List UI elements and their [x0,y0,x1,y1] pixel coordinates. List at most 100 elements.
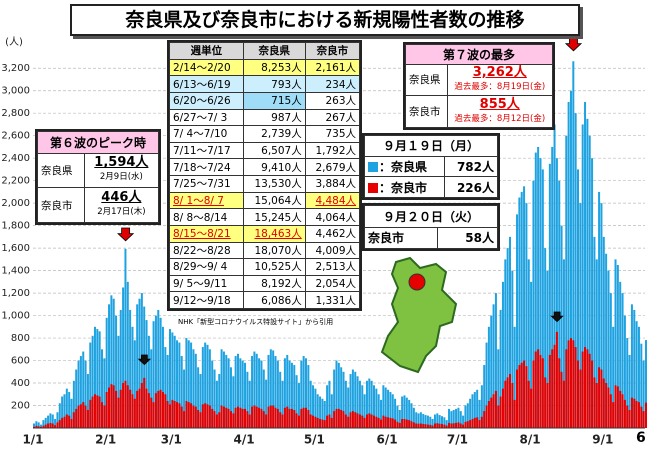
bar [206,344,209,428]
label: 奈良県 [405,63,448,97]
table-cell: 263人 [304,91,361,110]
bar [593,236,596,428]
bar [51,414,54,428]
bar [117,397,120,428]
bar [614,385,617,428]
bar [408,420,411,428]
bar [47,423,50,428]
bar [312,385,315,428]
bar [595,259,598,428]
bar [490,315,493,428]
bar [558,180,561,428]
bar [185,401,188,428]
bar [124,380,127,428]
bar [408,399,411,428]
bar [166,354,169,428]
bar [145,388,148,428]
bar [487,401,490,428]
bar [525,366,528,428]
bar [377,417,380,428]
bar [630,304,633,428]
bar [340,367,343,428]
bar [398,422,401,428]
bar [534,152,537,428]
bar [445,420,448,428]
bar [593,377,596,428]
bar [544,248,547,428]
bar [293,410,296,428]
bar [61,417,64,428]
table-cell: 4,462人 [304,224,361,243]
bar [274,356,277,428]
bar [333,411,336,428]
bar [220,405,223,428]
y-tick-label: 3,000 [1,86,30,97]
bar [79,404,82,428]
bar [438,423,441,428]
bar [222,351,225,428]
bar [530,388,533,428]
bar [616,264,619,428]
bar [227,358,230,428]
bar [569,338,572,428]
bar [131,326,134,428]
label: 奈良県 [37,152,85,189]
bar [178,342,181,428]
bar [197,367,200,428]
bar [77,405,80,428]
bar [450,411,453,428]
bar [239,358,242,428]
bar [218,374,221,428]
bar [637,402,640,428]
table-cell: 715人 [242,91,306,110]
bar [574,347,577,428]
bar [415,412,418,428]
bar [152,402,155,428]
bar [605,383,608,428]
bar [614,259,617,428]
bar [504,259,507,428]
bar [44,424,47,428]
bar [506,377,509,428]
bar [110,384,113,428]
bar [537,349,540,428]
bar [164,394,167,428]
bar [588,135,591,429]
bar [237,406,239,428]
bar [194,406,197,428]
bar [572,340,575,428]
bar [637,326,640,428]
y-tick-label: 2,600 [1,131,30,142]
bar [44,417,47,428]
x-tick-label: 6/1 [377,433,398,447]
bar [497,349,500,428]
table-cell: 15,245人 [242,208,306,226]
bar [173,401,176,428]
bar [225,407,228,428]
bar [295,375,298,428]
bar [108,387,111,428]
table-cell: 4,484人 [304,191,361,210]
bar [316,394,319,428]
bar [375,388,378,428]
bar [584,101,587,428]
bar [560,225,563,428]
bar [555,158,558,428]
bar [469,420,472,428]
bar [323,420,326,428]
bar [307,365,310,428]
map-shape [380,256,458,374]
bar [391,394,394,428]
bar [49,422,52,428]
bar [365,380,368,428]
bar [260,408,263,428]
bar [281,380,284,428]
bar [61,396,64,428]
bar [101,402,103,428]
bar [197,410,200,428]
bar [152,321,155,428]
bar [537,146,540,428]
bar [551,349,554,428]
bar [452,423,455,428]
bar [532,180,535,428]
